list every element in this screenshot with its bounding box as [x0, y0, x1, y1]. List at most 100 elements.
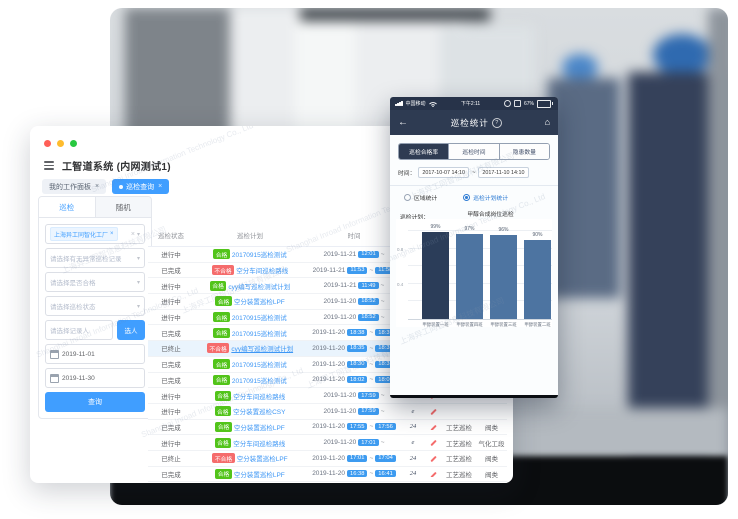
date-from-input[interactable]: 2017-10-07 14:10 — [418, 167, 469, 178]
edit-icon[interactable] — [429, 471, 437, 478]
filter-select[interactable]: 请选择巡检状态 ▾ — [45, 296, 145, 316]
column-header: 巡检状态 — [158, 232, 184, 240]
plan-link[interactable]: 20170915巡检测试 — [231, 330, 287, 338]
end-date-input[interactable]: 2019-11-30 — [45, 368, 145, 388]
time-cell: 2019-11-20 17:01 ~ — [306, 439, 402, 447]
orientation-lock-icon — [504, 100, 512, 107]
time-separator: ~ — [369, 470, 374, 478]
filter-select[interactable]: 请选择有无异常巡检记录 ▾ — [45, 248, 145, 268]
column-header: 巡检计划 — [237, 232, 263, 240]
radio-巡检计划统计[interactable]: 巡检计划统计 — [463, 193, 508, 202]
radio-dot-icon — [404, 194, 411, 201]
photo-worker1-body — [548, 78, 620, 298]
sidebar-tab-巡检[interactable]: 巡检 — [39, 197, 95, 217]
result-badge: 不合格 — [211, 265, 235, 276]
plan-link[interactable]: 空分车间巡检路线 — [233, 393, 286, 401]
table-row[interactable]: 已完成 合格 空分装置巡检LPF 2019-11-20 16:38 ~16:41 24 工艺巡… — [148, 466, 507, 483]
plan-cell: 不合格 空分装置巡检LPF — [194, 453, 306, 464]
radio-区域统计[interactable]: 区域统计 — [404, 193, 437, 202]
plan-link[interactable]: 空分装置巡检LPF — [236, 456, 288, 464]
date-label: 2019-11-20 — [312, 454, 345, 462]
status-cell: 进行中 — [161, 440, 181, 448]
edit-icon[interactable] — [429, 455, 437, 462]
date-label: 2019-11-21 — [323, 250, 357, 258]
end-time-chip: 18:37 — [375, 344, 396, 352]
action-cell — [424, 439, 442, 447]
tag-close-icon[interactable]: × — [110, 231, 114, 237]
plan-link[interactable]: 20170915巡检测试 — [231, 315, 287, 323]
plan-link[interactable]: 空分装置巡检LPF — [233, 424, 285, 432]
plan-link[interactable]: cyy编写巡检测试计划 — [231, 346, 294, 354]
table-row[interactable]: 进行中 合格 空分车间巡检路线 2019-11-20 17:01 ~ e 工艺巡检 气化工段 — [148, 435, 507, 451]
segment-巡检时间[interactable]: 巡检时间 — [448, 144, 499, 159]
clear-icon[interactable]: × — [130, 230, 135, 238]
time-cell: 2019-11-21 11:53 ~11:58 — [306, 266, 402, 274]
tab-close-icon[interactable]: × — [95, 183, 100, 190]
time-separator: ~ — [369, 376, 374, 384]
plan-link[interactable]: 空分车间巡检路线 — [233, 440, 286, 448]
date-label: 2019-11-20 — [312, 344, 345, 352]
edit-icon[interactable] — [429, 440, 437, 447]
result-badge: 合格 — [213, 327, 230, 338]
minimize-window-button[interactable] — [57, 139, 64, 147]
home-icon[interactable]: ⌂ — [544, 117, 550, 127]
start-time-chip: 18:52 — [358, 297, 379, 305]
time-cell: 2019-11-20 17:59 ~ — [306, 392, 402, 400]
result-badge: 合格 — [214, 406, 232, 417]
workspace-tab[interactable]: 巡检查询 × — [112, 179, 170, 194]
writer-cell: 24 — [409, 454, 417, 462]
sidebar-tab-随机[interactable]: 随机 — [94, 197, 151, 217]
maximize-window-button[interactable] — [70, 139, 77, 147]
date-separator: ~ — [471, 169, 476, 176]
table-row[interactable]: 已完成 合格 空分装置巡检LPF 2019-11-20 17:55 ~17:56 24 工艺巡… — [148, 419, 507, 436]
filter-select[interactable]: 请选择是否合格 ▾ — [45, 272, 145, 292]
plan-link[interactable]: 空分装置巡检CSY — [233, 409, 286, 417]
plan-link[interactable]: 空分装置巡检LPF — [233, 471, 285, 479]
tab-label: 我的工作面板 — [49, 183, 91, 191]
window-titlebar — [30, 126, 513, 152]
date-label: 2019-11-20 — [312, 329, 345, 337]
tab-close-icon[interactable]: × — [158, 183, 163, 190]
status-cell: 已完成 — [161, 424, 181, 432]
recorder-input[interactable]: 请选择记录人 — [45, 320, 113, 340]
action-cell — [424, 455, 442, 462]
plan-link[interactable]: 20170915巡检测试 — [231, 362, 287, 370]
plan-cell: 合格 空分车间巡检路线 — [194, 390, 306, 401]
action-cell — [424, 470, 442, 478]
bar-category-label: 甲醇装置一班 — [422, 322, 449, 327]
filter-placeholder: 请选择有无异常巡检记录 — [50, 256, 122, 263]
chevron-down-icon: ▾ — [136, 231, 140, 238]
status-cell: 已终止 — [161, 346, 181, 354]
time-cell: 2019-11-20 18:38 ~18:39 — [306, 329, 402, 337]
search-button[interactable]: 查询 — [45, 392, 145, 412]
plan-link[interactable]: 空分车间巡检路线 — [236, 268, 289, 276]
help-icon[interactable]: ? — [491, 117, 502, 128]
status-cell: 已终止 — [161, 456, 181, 464]
close-window-button[interactable] — [44, 139, 51, 147]
table-row[interactable]: 进行中 合格 空分装置巡检CSY 2019-11-20 17:59 ~ e — [148, 403, 507, 420]
segment-隐患数量[interactable]: 隐患数量 — [498, 144, 549, 159]
segment-巡检合格率[interactable]: 巡检合格率 — [399, 144, 449, 159]
plan-cell: 合格 空分装置巡检LPF — [194, 468, 306, 479]
result-badge: 合格 — [213, 249, 230, 260]
plan-link[interactable]: 20170915巡检测试 — [231, 252, 287, 260]
y-tick-label: 0.4 — [397, 281, 404, 287]
table-row[interactable]: 已终止 不合格 空分装置巡检LPF 2019-11-20 17:01 ~17:04 24 工艺… — [148, 450, 507, 467]
hamburger-menu-icon[interactable] — [44, 161, 54, 170]
edit-icon[interactable] — [429, 408, 437, 415]
date-label: 2019-11-20 — [312, 423, 345, 431]
edit-icon[interactable] — [429, 424, 437, 431]
factory-select[interactable]: 上海异工同智化工厂 × × ▾ — [45, 224, 145, 244]
plan-link[interactable]: 空分装置巡检LPF — [233, 299, 285, 307]
result-badge: 合格 — [213, 312, 230, 323]
date-to-input[interactable]: 2017-11-10 14:10 — [478, 167, 529, 178]
plan-link[interactable]: 20170915巡检测试 — [231, 377, 287, 385]
workspace-tab[interactable]: 我的工作面板 × — [42, 179, 107, 194]
plan-link[interactable]: cyy编写巡检测试计划 — [228, 283, 291, 291]
back-icon[interactable]: ← — [398, 116, 408, 128]
table-row[interactable]: 已终止不合格空分装置巡检LPF2019-11-2016:48~16:552#工艺… — [148, 482, 507, 483]
select-person-button[interactable]: 选人 — [117, 320, 145, 340]
photo-worker1-helmet — [562, 54, 598, 81]
start-date-input[interactable]: 2019-11-01 — [45, 344, 145, 364]
type-cell: 工艺巡检 — [446, 471, 472, 479]
